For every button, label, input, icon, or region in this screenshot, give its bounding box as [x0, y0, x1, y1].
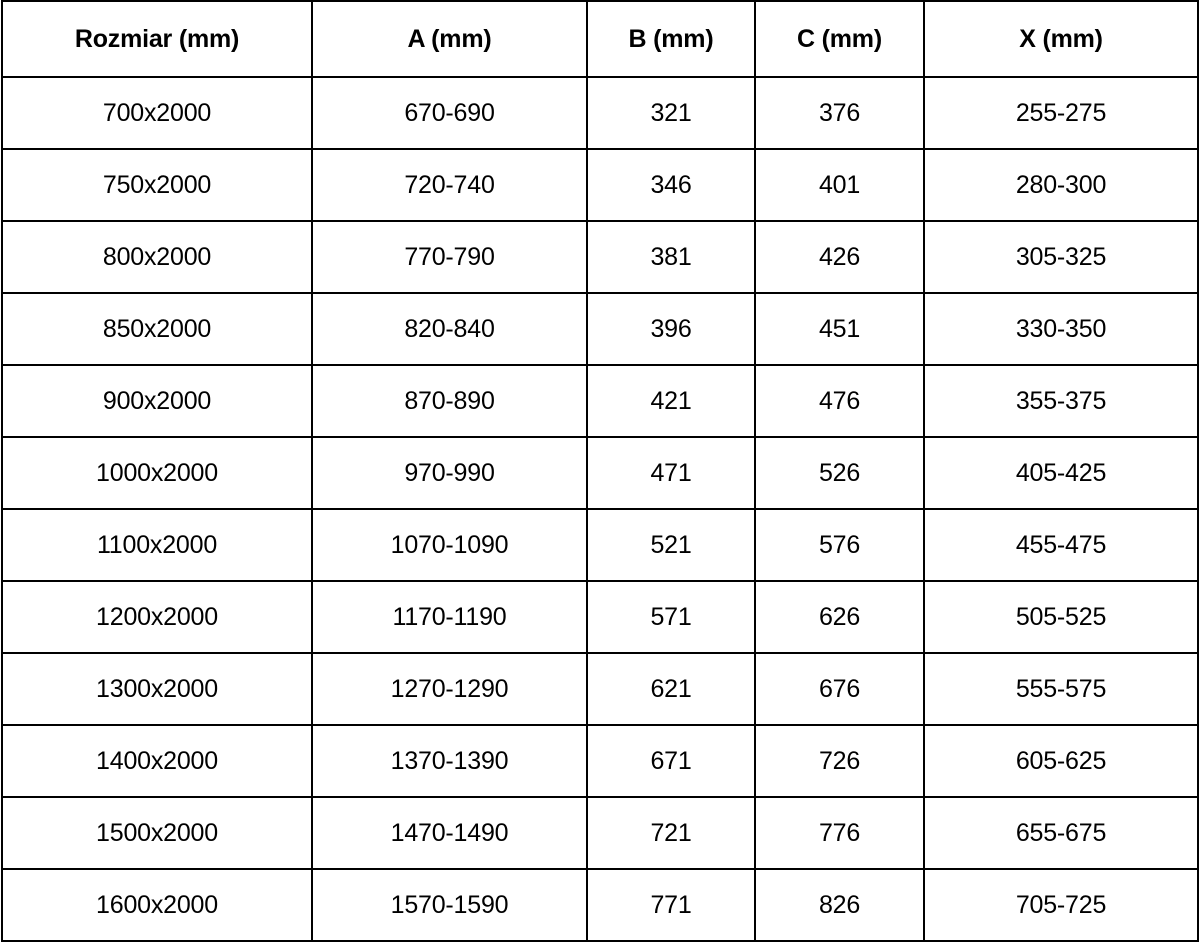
cell-b: 396	[586, 292, 756, 366]
cell-a: 770-790	[311, 220, 588, 294]
cell-x: 705-725	[923, 868, 1199, 942]
cell-c: 626	[754, 580, 925, 654]
cell-c: 526	[754, 436, 925, 510]
cell-x: 405-425	[923, 436, 1199, 510]
table-row: 900x2000 870-890 421 476 355-375	[1, 364, 1199, 438]
cell-c: 476	[754, 364, 925, 438]
table-row: 750x2000 720-740 346 401 280-300	[1, 148, 1199, 222]
column-header-x: X (mm)	[923, 0, 1199, 78]
column-header-a: A (mm)	[311, 0, 588, 78]
cell-c: 426	[754, 220, 925, 294]
cell-b: 346	[586, 148, 756, 222]
cell-a: 1570-1590	[311, 868, 588, 942]
cell-x: 280-300	[923, 148, 1199, 222]
cell-c: 576	[754, 508, 925, 582]
cell-rozmiar: 1400x2000	[1, 724, 313, 798]
cell-x: 455-475	[923, 508, 1199, 582]
cell-x: 355-375	[923, 364, 1199, 438]
cell-c: 451	[754, 292, 925, 366]
table-row: 1100x2000 1070-1090 521 576 455-475	[1, 508, 1199, 582]
cell-x: 655-675	[923, 796, 1199, 870]
cell-b: 471	[586, 436, 756, 510]
table-row: 1600x2000 1570-1590 771 826 705-725	[1, 868, 1199, 942]
cell-b: 381	[586, 220, 756, 294]
cell-c: 776	[754, 796, 925, 870]
cell-x: 330-350	[923, 292, 1199, 366]
cell-a: 1470-1490	[311, 796, 588, 870]
cell-c: 726	[754, 724, 925, 798]
cell-rozmiar: 700x2000	[1, 76, 313, 150]
column-header-rozmiar: Rozmiar (mm)	[1, 0, 313, 78]
cell-x: 605-625	[923, 724, 1199, 798]
cell-a: 1170-1190	[311, 580, 588, 654]
cell-rozmiar: 900x2000	[1, 364, 313, 438]
cell-rozmiar: 1500x2000	[1, 796, 313, 870]
cell-a: 1370-1390	[311, 724, 588, 798]
column-header-b: B (mm)	[586, 0, 756, 78]
table-row: 1500x2000 1470-1490 721 776 655-675	[1, 796, 1199, 870]
cell-rozmiar: 1200x2000	[1, 580, 313, 654]
cell-b: 771	[586, 868, 756, 942]
table-row: 1300x2000 1270-1290 621 676 555-575	[1, 652, 1199, 726]
table-body: 700x2000 670-690 321 376 255-275 750x200…	[1, 76, 1199, 942]
cell-x: 505-525	[923, 580, 1199, 654]
cell-rozmiar: 1300x2000	[1, 652, 313, 726]
cell-rozmiar: 1000x2000	[1, 436, 313, 510]
cell-a: 970-990	[311, 436, 588, 510]
cell-rozmiar: 800x2000	[1, 220, 313, 294]
table-header: Rozmiar (mm) A (mm) B (mm) C (mm) X (mm)	[1, 0, 1199, 78]
table-row: 800x2000 770-790 381 426 305-325	[1, 220, 1199, 294]
table-header-row: Rozmiar (mm) A (mm) B (mm) C (mm) X (mm)	[1, 0, 1199, 78]
table-row: 1200x2000 1170-1190 571 626 505-525	[1, 580, 1199, 654]
cell-a: 670-690	[311, 76, 588, 150]
column-header-c: C (mm)	[754, 0, 925, 78]
table-row: 1000x2000 970-990 471 526 405-425	[1, 436, 1199, 510]
table-row: 850x2000 820-840 396 451 330-350	[1, 292, 1199, 366]
cell-rozmiar: 1600x2000	[1, 868, 313, 942]
cell-rozmiar: 1100x2000	[1, 508, 313, 582]
cell-a: 1270-1290	[311, 652, 588, 726]
cell-b: 671	[586, 724, 756, 798]
cell-a: 870-890	[311, 364, 588, 438]
cell-a: 1070-1090	[311, 508, 588, 582]
table-row: 1400x2000 1370-1390 671 726 605-625	[1, 724, 1199, 798]
cell-c: 676	[754, 652, 925, 726]
cell-c: 376	[754, 76, 925, 150]
cell-b: 571	[586, 580, 756, 654]
cell-b: 721	[586, 796, 756, 870]
cell-a: 720-740	[311, 148, 588, 222]
cell-c: 826	[754, 868, 925, 942]
cell-rozmiar: 850x2000	[1, 292, 313, 366]
cell-rozmiar: 750x2000	[1, 148, 313, 222]
cell-b: 321	[586, 76, 756, 150]
cell-a: 820-840	[311, 292, 588, 366]
cell-c: 401	[754, 148, 925, 222]
table-row: 700x2000 670-690 321 376 255-275	[1, 76, 1199, 150]
cell-b: 621	[586, 652, 756, 726]
cell-b: 421	[586, 364, 756, 438]
cell-b: 521	[586, 508, 756, 582]
cell-x: 555-575	[923, 652, 1199, 726]
cell-x: 255-275	[923, 76, 1199, 150]
cell-x: 305-325	[923, 220, 1199, 294]
